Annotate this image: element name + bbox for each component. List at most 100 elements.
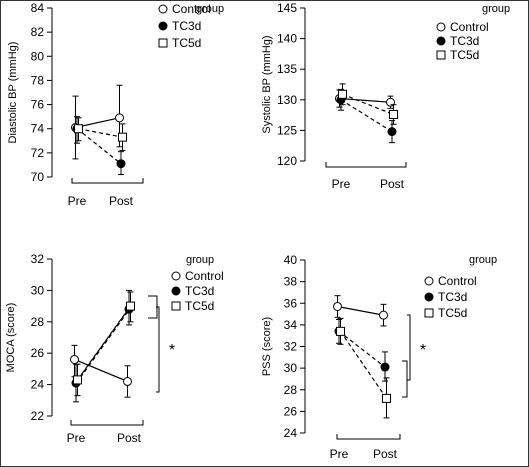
series-line-control <box>339 97 391 103</box>
y-tick-label: 26 <box>31 346 45 360</box>
data-point-tc3d <box>387 127 397 137</box>
data-point-tc5d <box>338 89 347 99</box>
x-tick-label: Post <box>109 194 134 208</box>
x-tick-label: Post <box>373 447 398 461</box>
data-point-tc5d <box>382 393 391 403</box>
chart-panel-2: 120 125 130 135 140 145 Systolic BP (mmHg) Pre P… <box>261 1 510 191</box>
significance-bracket-long <box>156 306 160 393</box>
y-tick-label: 74 <box>31 122 45 136</box>
x-tick-label: Pre <box>67 431 86 445</box>
data-point-tc5d <box>74 124 83 134</box>
y-tick-label: 22 <box>31 409 45 423</box>
data-point-tc3d <box>380 362 390 372</box>
x-axis-line <box>336 434 401 440</box>
series-line-tc5d <box>340 331 387 399</box>
data-point-tc5d <box>389 109 398 119</box>
y-tick-label: 125 <box>277 123 297 137</box>
x-axis-line <box>325 162 407 168</box>
legend-title: group <box>482 3 510 15</box>
y-tick-label: 30 <box>284 361 298 375</box>
y-tick-label: 145 <box>277 1 297 15</box>
legend-marker-control <box>158 4 168 14</box>
data-point-control <box>123 376 132 386</box>
legend-marker-tc5d <box>436 50 446 60</box>
significance-bracket-long <box>407 314 411 381</box>
y-tick-label: 82 <box>31 25 45 39</box>
legend-marker-control <box>424 276 434 286</box>
data-point-tc5d <box>73 375 82 385</box>
series-line-control <box>337 305 384 316</box>
y-tick-label: 135 <box>277 62 297 76</box>
legend-label-tc5d: TC5d <box>450 48 479 62</box>
legend-label-control: Control <box>450 20 489 34</box>
legend-marker-tc5d <box>171 301 181 311</box>
data-point-control <box>333 301 342 311</box>
y-tick-label: 24 <box>31 378 45 392</box>
x-tick-label: Post <box>380 177 405 191</box>
x-tick-label: Pre <box>330 447 349 461</box>
y-tick-label: 78 <box>31 73 45 87</box>
y-tick-label: 38 <box>284 275 298 289</box>
legend-title: group <box>469 254 497 266</box>
y-tick-label: 130 <box>277 93 297 107</box>
x-axis-line <box>71 178 144 184</box>
legend-marker-tc5d <box>158 38 168 48</box>
y-tick-label: 40 <box>284 253 298 267</box>
series-line-tc3d <box>75 308 130 384</box>
y-tick-label: 26 <box>284 404 298 418</box>
y-tick-label: 72 <box>31 146 45 160</box>
legend-label-control: Control <box>185 269 224 283</box>
series-line-tc3d <box>338 330 386 368</box>
legend-title: group <box>196 3 224 15</box>
y-axis-label: Diastolic BP (mmHg) <box>7 42 19 144</box>
series-line-tc5d <box>342 93 394 116</box>
y-axis-label: PSS (score) <box>261 317 273 376</box>
significance-star: * <box>169 342 175 359</box>
data-point-tc5d <box>118 132 127 142</box>
legend-label-tc3d: TC3d <box>438 290 467 304</box>
x-axis-line <box>70 420 144 426</box>
legend-marker-tc3d <box>158 21 168 31</box>
legend-label-control: Control <box>172 2 211 16</box>
y-axis-label: MOCA (score) <box>5 303 17 373</box>
y-tick-label: 24 <box>284 426 298 440</box>
legend-label-tc3d: TC3d <box>450 34 479 48</box>
x-tick-label: Post <box>117 431 142 445</box>
chart-panel-4: 24 26 28 30 32 34 36 38 40 PSS (score) Pre Post grou… <box>261 253 497 461</box>
legend-label-tc5d: TC5d <box>172 36 201 50</box>
significance-bracket-short <box>148 295 158 319</box>
legend-marker-tc3d <box>436 36 446 46</box>
y-tick-label: 28 <box>31 315 45 329</box>
legend-marker-tc5d <box>424 308 434 318</box>
legend-label-tc5d: TC5d <box>185 299 214 313</box>
x-tick-label: Pre <box>68 194 87 208</box>
series-line-tc5d <box>78 128 123 138</box>
y-tick-label: 140 <box>277 32 297 46</box>
y-tick-label: 30 <box>31 283 45 297</box>
data-point-tc3d <box>116 159 126 169</box>
data-point-tc5d <box>126 301 135 311</box>
y-tick-label: 70 <box>31 170 45 184</box>
data-point-control <box>379 310 388 320</box>
significance-bracket-short <box>402 360 408 398</box>
y-tick-label: 76 <box>31 98 45 112</box>
y-tick-label: 34 <box>284 318 298 332</box>
significance-star: * <box>420 342 426 359</box>
legend-label-tc3d: TC3d <box>172 19 201 33</box>
legend-title: group <box>186 254 214 266</box>
y-tick-label: 32 <box>31 252 45 266</box>
y-tick-label: 32 <box>284 340 298 354</box>
y-tick-label: 28 <box>284 383 298 397</box>
legend-label-tc5d: TC5d <box>438 306 467 320</box>
series-line-tc5d <box>77 305 131 381</box>
y-axis-label: Systolic BP (mmHg) <box>261 35 273 133</box>
y-tick-label: 84 <box>31 1 45 15</box>
legend-label-tc3d: TC3d <box>185 284 214 298</box>
data-point-tc5d <box>336 326 345 336</box>
y-tick-label: 120 <box>277 154 297 168</box>
y-tick-label: 80 <box>31 49 45 63</box>
chart-panel-1: 70 72 74 76 78 80 82 84 Diastolic BP (mmHg) Pre Po… <box>7 1 224 208</box>
data-point-control <box>70 354 79 364</box>
legend-marker-control <box>171 271 181 281</box>
